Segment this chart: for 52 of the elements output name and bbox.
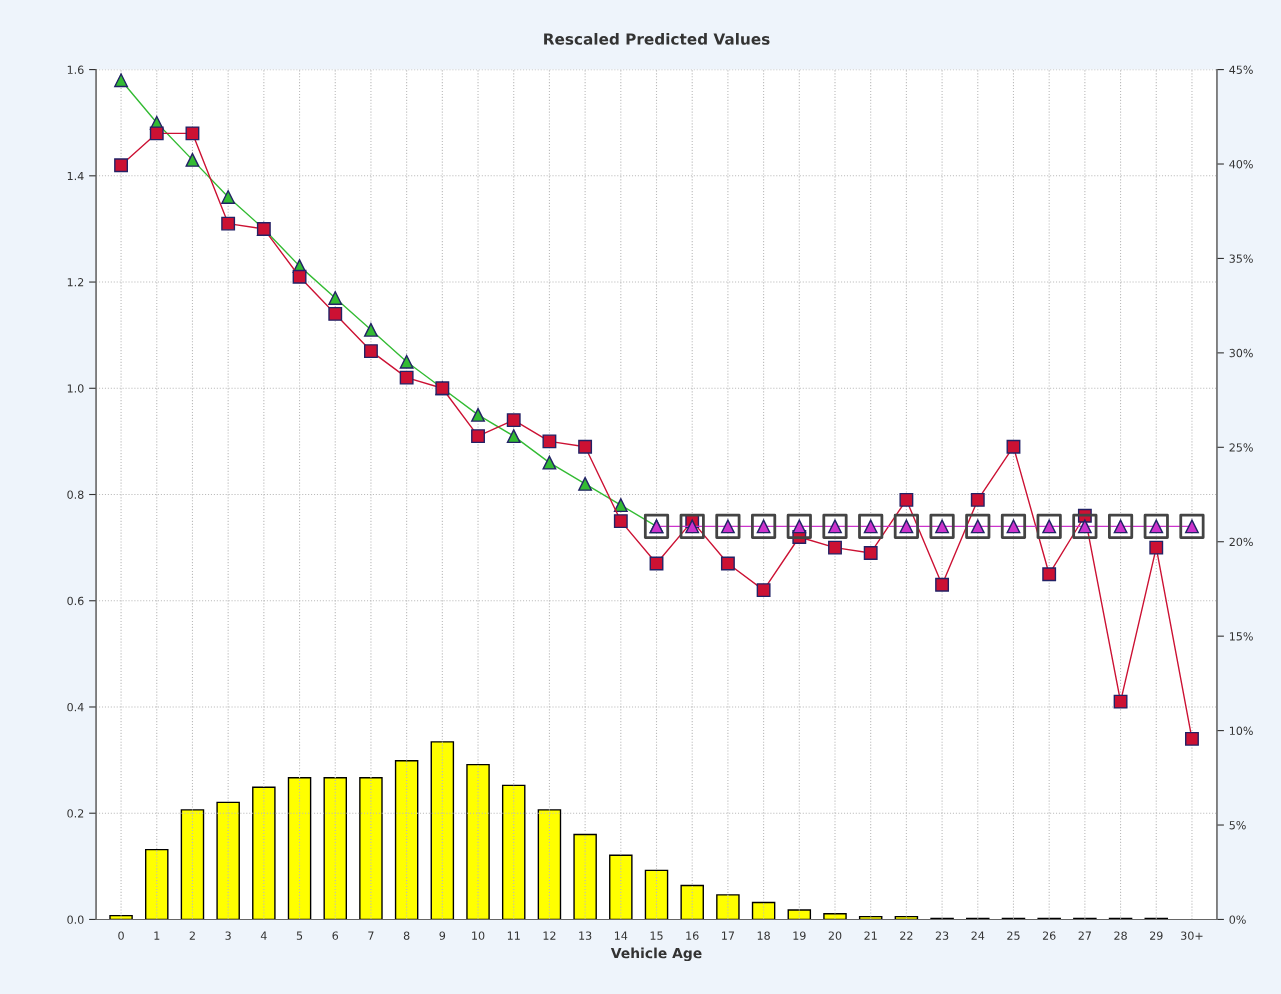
y-tick-label: 0.8 xyxy=(67,490,84,499)
x-tick-label: 13 xyxy=(579,931,592,940)
y2-tick-label: 5% xyxy=(1229,820,1246,830)
y-tick-label: 0.0 xyxy=(67,915,84,924)
x-tick-label: 22 xyxy=(900,931,913,940)
x-tick-label: 24 xyxy=(971,931,985,940)
x-tick-label: 18 xyxy=(757,931,770,940)
x-tick-label: 12 xyxy=(543,931,556,940)
y-tick-label: 1.0 xyxy=(67,384,84,393)
x-tick-label: 5 xyxy=(296,931,303,940)
x-tick-label: 15 xyxy=(650,931,663,940)
x-tick-label: 2 xyxy=(189,931,195,940)
x-tick-label: 11 xyxy=(507,931,520,940)
chart-title: Rescaled Predicted Values xyxy=(544,32,770,45)
x-tick-label: 19 xyxy=(793,931,806,940)
x-tick-label: 23 xyxy=(935,931,949,940)
x-tick-label: 16 xyxy=(686,931,699,940)
y2-tick-label: 45% xyxy=(1229,65,1253,74)
x-tick-label: 30+ xyxy=(1181,931,1203,940)
x-tick-label: 17 xyxy=(722,931,735,940)
x-tick-label: 28 xyxy=(1114,931,1127,940)
y-tick-label: 1.2 xyxy=(67,278,84,287)
x-tick-label: 6 xyxy=(332,931,339,940)
x-tick-label: 25 xyxy=(1007,931,1020,940)
x-tick-label: 1 xyxy=(154,931,160,940)
y2-tick-label: 25% xyxy=(1229,443,1253,452)
y-tick-label: 0.4 xyxy=(67,702,84,712)
x-tick-label: 20 xyxy=(828,931,842,940)
x-tick-label: 9 xyxy=(439,931,446,940)
x-tick-label: 8 xyxy=(403,931,410,940)
x-axis-title: Vehicle Age xyxy=(610,947,702,962)
y2-tick-label: 35% xyxy=(1229,254,1253,263)
x-tick-label: 7 xyxy=(368,931,374,940)
y-tick-label: 0.6 xyxy=(67,596,84,606)
x-tick-label: 14 xyxy=(614,931,628,940)
x-tick-label: 0 xyxy=(118,931,124,940)
y2-tick-label: 15% xyxy=(1229,632,1253,641)
y2-tick-label: 20% xyxy=(1229,537,1253,547)
x-tick-label: 29 xyxy=(1150,931,1163,940)
y-tick-label: 1.6 xyxy=(67,65,84,74)
x-tick-label: 10 xyxy=(472,931,485,940)
y-tick-label: 1.4 xyxy=(67,171,84,181)
x-tick-label: 4 xyxy=(260,931,267,940)
x-tick-label: 21 xyxy=(864,931,877,940)
y2-tick-label: 10% xyxy=(1229,726,1253,735)
y2-tick-label: 30% xyxy=(1229,348,1253,358)
y2-tick-label: 40% xyxy=(1229,159,1253,169)
x-tick-label: 27 xyxy=(1078,931,1091,940)
y2-tick-label: 0% xyxy=(1229,915,1246,924)
x-tick-label: 3 xyxy=(225,931,231,940)
x-tick-label: 26 xyxy=(1042,931,1056,940)
y-tick-label: 0.2 xyxy=(67,809,84,818)
